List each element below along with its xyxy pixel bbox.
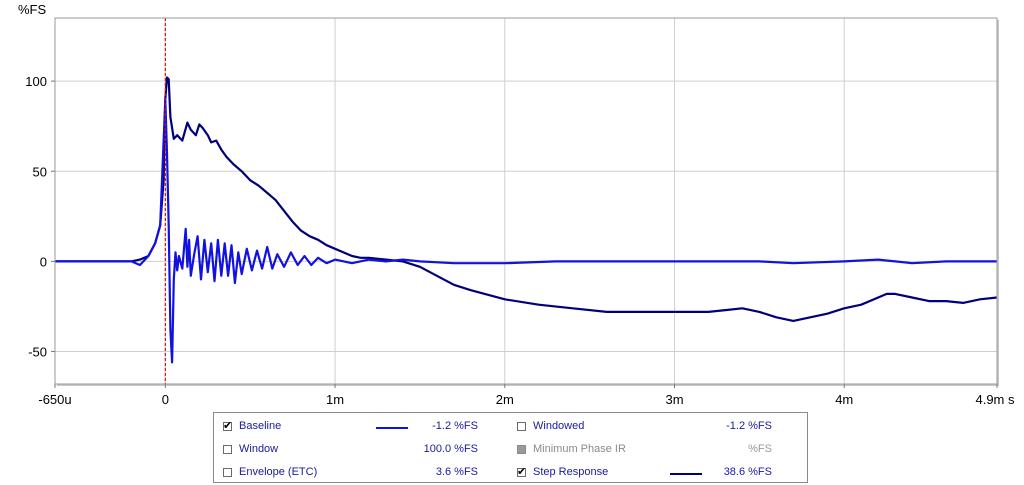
plot-background bbox=[55, 18, 997, 384]
y-tick-label: 50 bbox=[33, 164, 47, 179]
grid bbox=[55, 18, 999, 386]
legend-checkbox bbox=[517, 445, 526, 454]
x-tick-label: 4m bbox=[835, 392, 853, 407]
chart[interactable]: -650u 0 1m 2m 3m 4m 4.9m s 100 50 0 -50 %FS bbox=[0, 0, 1024, 410]
legend-value: -1.2 %FS bbox=[726, 420, 772, 432]
y-tick-label: 100 bbox=[25, 74, 47, 89]
legend-label: Step Response bbox=[533, 466, 609, 478]
legend-checkbox[interactable] bbox=[223, 419, 232, 432]
x-tick-label: 2m bbox=[496, 392, 514, 407]
legend-value: 100.0 %FS bbox=[423, 443, 478, 455]
legend-value: 38.6 %FS bbox=[723, 466, 772, 478]
legend-checkbox[interactable] bbox=[223, 468, 232, 477]
legend-swatch bbox=[376, 427, 408, 429]
series-layer bbox=[55, 76, 998, 364]
legend-panel: Baseline -1.2 %FS Windowed -1.2 %FS Window 10… bbox=[213, 412, 808, 483]
legend-row: Baseline -1.2 %FS Windowed -1.2 %FS bbox=[214, 419, 807, 439]
legend-checkbox[interactable] bbox=[517, 465, 526, 478]
axis-labels: -650u 0 1m 2m 3m 4m 4.9m s 100 50 0 -50 %FS bbox=[18, 2, 1015, 407]
legend-label: Window bbox=[239, 443, 279, 455]
y-tick-label: -50 bbox=[28, 345, 47, 360]
legend-label: Windowed bbox=[533, 420, 585, 432]
legend-row: Envelope (ETC) 3.6 %FS Step Response 38.6 %… bbox=[214, 465, 807, 485]
legend-value: %FS bbox=[748, 443, 772, 455]
legend-label: Baseline bbox=[239, 420, 282, 432]
x-tick-label: 1m bbox=[326, 392, 344, 407]
x-tick-label: 3m bbox=[665, 392, 683, 407]
x-tick-label: -650u bbox=[38, 392, 71, 407]
legend-value: -1.2 %FS bbox=[432, 420, 478, 432]
legend-label: Envelope (ETC) bbox=[239, 466, 318, 478]
y-axis-label: %FS bbox=[18, 2, 47, 17]
series-line bbox=[55, 97, 997, 364]
series-line bbox=[55, 76, 998, 322]
y-tick-label: 0 bbox=[40, 254, 47, 269]
x-tick-label: 4.9m s bbox=[975, 392, 1015, 407]
legend-row: Window 100.0 %FS Minimum Phase IR %FS bbox=[214, 442, 807, 462]
legend-checkbox[interactable] bbox=[223, 445, 232, 454]
legend-swatch bbox=[670, 473, 702, 475]
plot-border bbox=[54, 17, 998, 385]
legend-checkbox[interactable] bbox=[517, 422, 526, 431]
plot-frame bbox=[51, 17, 998, 388]
legend-value: 3.6 %FS bbox=[435, 466, 478, 478]
x-tick-label: 0 bbox=[162, 392, 169, 407]
legend-label: Minimum Phase IR bbox=[533, 443, 626, 455]
